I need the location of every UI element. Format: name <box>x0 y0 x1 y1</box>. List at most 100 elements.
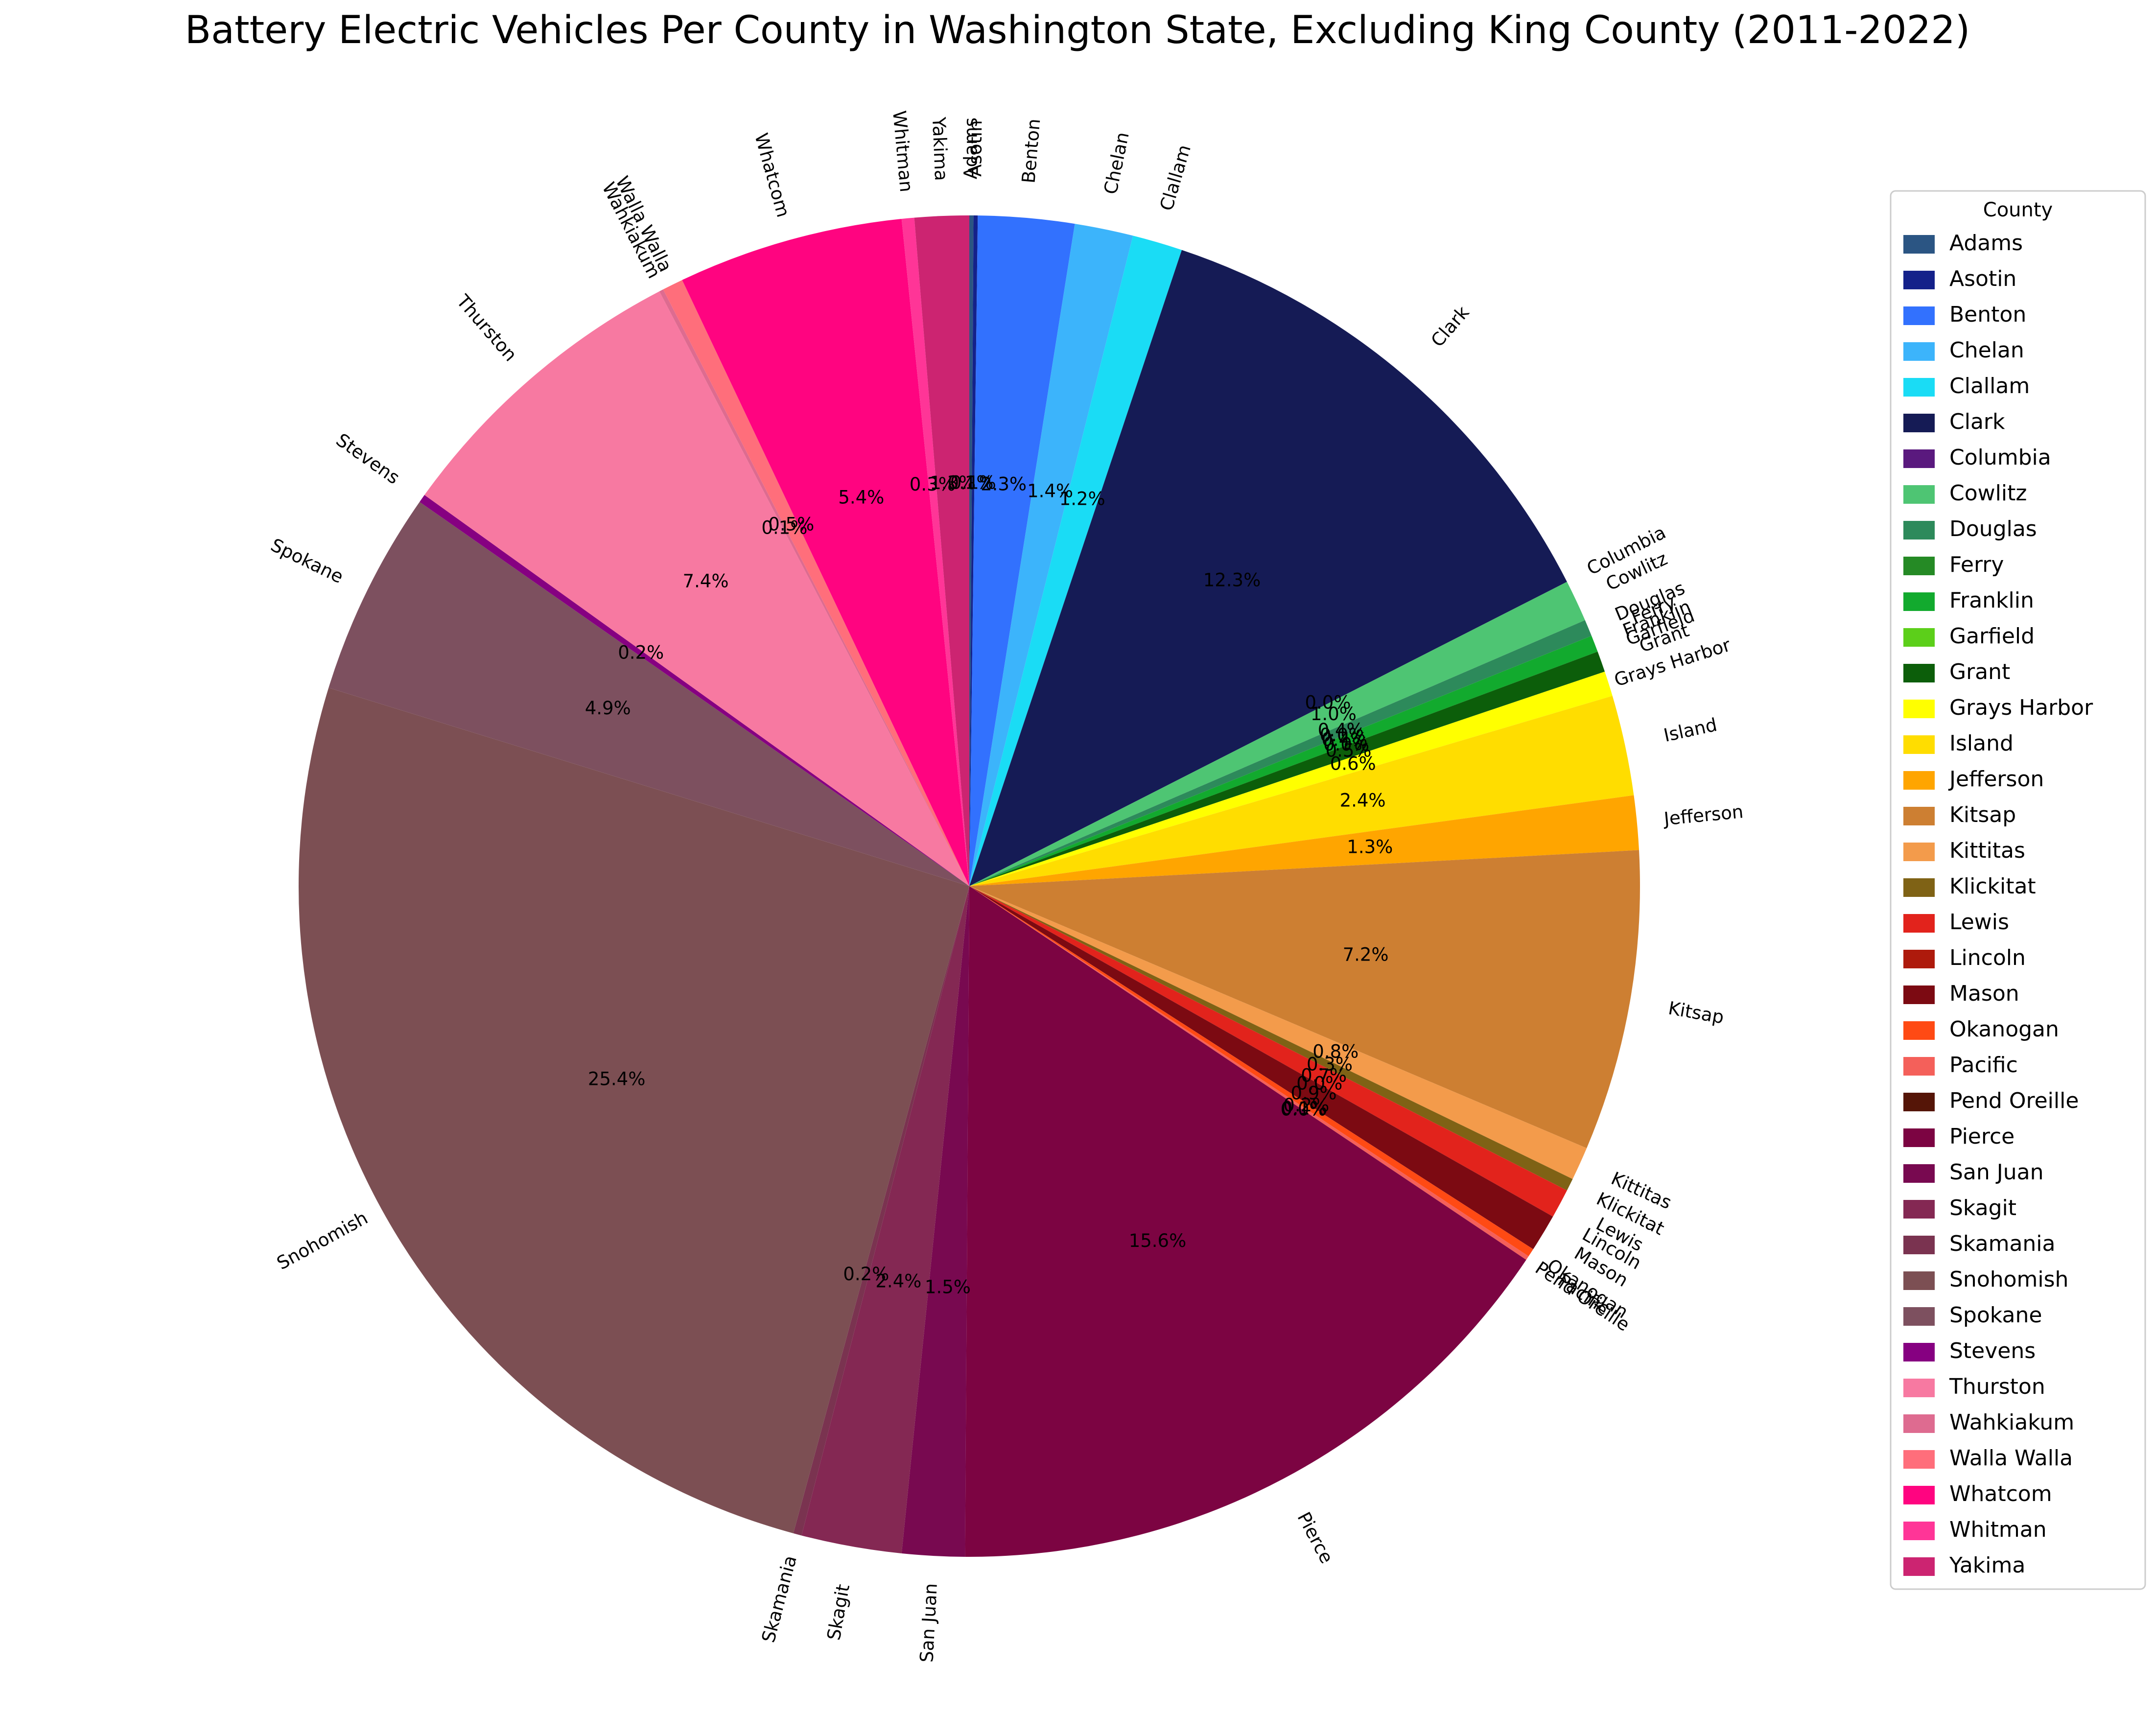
legend-label-walla-walla: Walla Walla <box>1949 1446 2073 1471</box>
pct-label-kittitas: 0.8% <box>1312 1041 1359 1062</box>
legend-swatch-jefferson <box>1903 771 1935 790</box>
pct-label-cowlitz: 1.0% <box>1311 704 1357 725</box>
legend-title: County <box>1983 199 2053 221</box>
pie-slice-whatcom <box>682 219 969 886</box>
pie-slice-skamania <box>793 886 969 1536</box>
chart-title: Battery Electric Vehicles Per County in … <box>185 8 1970 52</box>
pct-label-lewis: 0.7% <box>1301 1065 1347 1086</box>
pct-label-asotin: 0.1% <box>950 472 996 493</box>
legend-swatch-kitsap <box>1903 807 1935 825</box>
pie-slice-chelan <box>969 224 1133 886</box>
category-label-asotin: Asotin <box>964 120 986 177</box>
legend-label-wahkiakum: Wahkiakum <box>1949 1410 2074 1435</box>
category-label-jefferson: Jefferson <box>1662 801 1744 829</box>
pct-label-klickitat: 0.3% <box>1307 1054 1353 1075</box>
pct-label-wahkiakum: 0.1% <box>761 517 807 538</box>
legend-swatch-mason <box>1903 985 1935 1004</box>
legend-swatch-asotin <box>1903 271 1935 289</box>
pie-slice-asotin <box>969 215 978 886</box>
legend-label-clark: Clark <box>1949 409 2005 434</box>
category-label-whatcom: Whatcom <box>750 131 794 219</box>
legend-items: Adams Asotin Benton Chelan Clallam Clark Colum… <box>1903 231 2093 1578</box>
category-label-skamania: Skamania <box>758 1553 801 1645</box>
legend-swatch-clallam <box>1903 378 1935 397</box>
legend-label-okanogan: Okanogan <box>1949 1017 2059 1042</box>
category-label-whitman: Whitman <box>889 110 917 193</box>
pct-label-jefferson: 1.3% <box>1347 837 1393 858</box>
pie-slices <box>299 215 1640 1557</box>
pct-label-lincoln: 0.0% <box>1296 1073 1342 1094</box>
pct-label-adams: 0.1% <box>948 472 994 493</box>
legend-swatch-pacific <box>1903 1057 1935 1076</box>
pie-slice-lewis <box>969 886 1567 1217</box>
pct-label-whatcom: 5.4% <box>838 487 884 508</box>
pie-slice-snohomish <box>299 687 969 1533</box>
legend-label-lincoln: Lincoln <box>1949 945 2026 970</box>
legend-label-yakima: Yakima <box>1949 1553 2025 1578</box>
pct-label-columbia: 0.0% <box>1305 692 1351 713</box>
pie-slice-wahkiakum <box>659 289 969 886</box>
pct-label-grant: 0.5% <box>1326 740 1372 761</box>
pie-slice-kittitas <box>969 886 1587 1179</box>
pie-slice-clark <box>969 250 1567 887</box>
category-label-adams: Adams <box>960 117 981 179</box>
legend-swatch-lincoln <box>1903 950 1935 968</box>
legend-label-garfield: Garfield <box>1949 624 2035 649</box>
legend-label-island: Island <box>1949 731 2014 756</box>
pie-slice-mason <box>969 886 1553 1249</box>
category-label-clark: Clark <box>1427 302 1474 351</box>
legend-swatch-whatcom <box>1903 1486 1935 1504</box>
pie-slice-franklin <box>969 635 1598 886</box>
legend-swatch-island <box>1903 735 1935 754</box>
legend-swatch-whitman <box>1903 1522 1935 1540</box>
legend-swatch-douglas <box>1903 521 1935 540</box>
pie-slice-kitsap <box>969 850 1640 1149</box>
pie-slice-adams <box>969 215 974 886</box>
legend-label-whitman: Whitman <box>1949 1517 2047 1542</box>
legend-swatch-grays-harbor <box>1903 700 1935 718</box>
legend-label-asotin: Asotin <box>1949 266 2016 291</box>
legend-swatch-clark <box>1903 414 1935 432</box>
pct-label-mason: 0.9% <box>1291 1083 1337 1104</box>
legend-label-lewis: Lewis <box>1949 910 2009 935</box>
legend-swatch-skagit <box>1903 1200 1935 1219</box>
pct-label-skagit: 2.4% <box>875 1271 921 1292</box>
category-label-pierce: Pierce <box>1293 1508 1337 1567</box>
pct-label-pend-oreille: 0.0% <box>1281 1099 1327 1120</box>
category-label-san-juan: San Juan <box>916 1583 941 1663</box>
legend-swatch-skamania <box>1903 1236 1935 1254</box>
category-label-thurston: Thurston <box>452 290 521 365</box>
legend-swatch-benton <box>1903 306 1935 325</box>
legend-swatch-cowlitz <box>1903 485 1935 504</box>
legend-label-franklin: Franklin <box>1949 588 2034 613</box>
legend-frame <box>1890 190 2146 1590</box>
pct-label-garfield: 0.0% <box>1323 734 1369 755</box>
pie-slice-clallam <box>969 235 1182 886</box>
legend-label-columbia: Columbia <box>1949 445 2051 470</box>
pie-slice-spokane <box>328 502 969 886</box>
legend-swatch-pend-oreille <box>1903 1093 1935 1111</box>
legend-label-adams: Adams <box>1949 231 2023 256</box>
pie-slice-walla-walla <box>663 280 969 887</box>
pie-slice-klickitat <box>969 886 1573 1191</box>
legend-swatch-garfield <box>1903 628 1935 647</box>
legend-swatch-walla-walla <box>1903 1450 1935 1469</box>
category-label-stevens: Stevens <box>332 429 404 489</box>
pie-slice-skagit <box>801 886 969 1553</box>
pct-label-okanogan: 0.2% <box>1283 1095 1329 1116</box>
pie-slice-stevens <box>420 495 969 886</box>
category-label-snohomish: Snohomish <box>273 1207 371 1274</box>
pie-slice-pacific <box>969 886 1529 1260</box>
pct-label-clallam: 1.2% <box>1059 489 1105 510</box>
legend-swatch-pierce <box>1903 1128 1935 1147</box>
legend-label-pacific: Pacific <box>1949 1053 2018 1078</box>
pct-label-snohomish: 25.4% <box>588 1068 646 1089</box>
legend-label-benton: Benton <box>1949 302 2026 327</box>
legend-label-ferry: Ferry <box>1949 552 2004 577</box>
legend-label-kitsap: Kitsap <box>1949 802 2016 827</box>
pie-slice-thurston <box>424 291 969 886</box>
pct-label-kitsap: 7.2% <box>1343 944 1389 965</box>
legend-swatch-okanogan <box>1903 1021 1935 1040</box>
pct-label-pierce: 15.6% <box>1129 1230 1187 1251</box>
